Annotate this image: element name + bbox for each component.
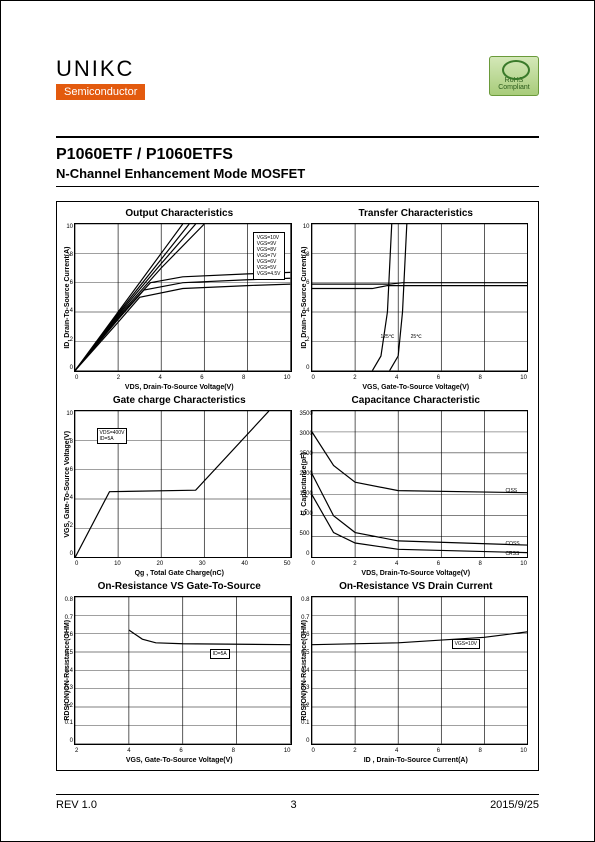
x-axis-label: VGS, Gate-To-Source Voltage(V) bbox=[126, 757, 233, 764]
title-block: P1060ETF / P1060ETFS N-Channel Enhanceme… bbox=[56, 146, 305, 181]
brand-logo: UNIKC Semiconductor bbox=[56, 56, 539, 100]
chart-ron-id: On-Resistance VS Drain CurrentRDS(ON)ON-… bbox=[300, 581, 533, 764]
chart-title: Output Characteristics bbox=[125, 208, 233, 219]
chart-title: Transfer Characteristics bbox=[358, 208, 473, 219]
x-axis-label: VGS, Gate-To-Source Voltage(V) bbox=[362, 384, 469, 391]
plot-area: 02468100246810VGS=10VVGS=9VVGS=8VVGS=7VV… bbox=[74, 223, 292, 372]
chart-transfer: Transfer CharacteristicsID, Drain-To-Sou… bbox=[300, 208, 533, 391]
footer-page: 3 bbox=[290, 799, 296, 811]
footer-rev: REV 1.0 bbox=[56, 799, 97, 811]
annotation: ID=5A bbox=[210, 649, 230, 659]
brand-subtitle: Semiconductor bbox=[56, 84, 145, 100]
footer: REV 1.0 3 2015/9/25 bbox=[56, 794, 539, 811]
rule-top bbox=[56, 136, 539, 138]
annotation: VGS=10V bbox=[452, 639, 480, 649]
footer-date: 2015/9/25 bbox=[490, 799, 539, 811]
x-axis-label: Qg , Total Gate Charge(nC) bbox=[135, 570, 224, 577]
part-description: N-Channel Enhancement Mode MOSFET bbox=[56, 166, 305, 181]
x-axis-label: ID , Drain-To-Source Current(A) bbox=[364, 757, 468, 764]
plot-area: 00.10.20.30.40.50.60.70.8246810ID=5A bbox=[74, 596, 292, 745]
plot-area: 024681001020304050VDS=400V ID=5A bbox=[74, 410, 292, 559]
header: UNIKC Semiconductor RoHS Compliant bbox=[56, 56, 539, 106]
chart-output: Output CharacteristicsID, Drain-To-Sourc… bbox=[63, 208, 296, 391]
rule-under-title bbox=[56, 186, 539, 187]
part-number: P1060ETF / P1060ETFS bbox=[56, 146, 305, 164]
chart-title: On-Resistance VS Drain Current bbox=[339, 581, 492, 592]
plot-area: 00.10.20.30.40.50.60.70.80246810VGS=10V bbox=[311, 596, 529, 745]
brand-name: UNIKC bbox=[56, 56, 539, 82]
chart-ron-vgs: On-Resistance VS Gate-To-SourceRDS(ON)ON… bbox=[63, 581, 296, 764]
chart-title: Capacitance Characteristic bbox=[352, 395, 480, 406]
legend: VGS=10VVGS=9VVGS=8VVGS=7VVGS=6VVGS=5VVGS… bbox=[253, 232, 285, 280]
chart-title: On-Resistance VS Gate-To-Source bbox=[98, 581, 261, 592]
chart-gatecharge: Gate charge CharacteristicsVGS, Gate-To-… bbox=[63, 395, 296, 578]
x-axis-label: VDS, Drain-To-Source Voltage(V) bbox=[125, 384, 234, 391]
chart-capacitance: Capacitance CharacteristicC, Capacitance… bbox=[300, 395, 533, 578]
plot-area: 05001000150020002500300035000246810CISSC… bbox=[311, 410, 529, 559]
chart-title: Gate charge Characteristics bbox=[113, 395, 246, 406]
x-axis-label: VDS, Drain-To-Source Voltage(V) bbox=[361, 570, 470, 577]
annotation: VDS=400V ID=5A bbox=[97, 428, 128, 444]
rohs-badge: RoHS Compliant bbox=[489, 56, 539, 96]
charts-grid: Output CharacteristicsID, Drain-To-Sourc… bbox=[56, 201, 539, 771]
plot-area: 02468100246810125℃25℃ bbox=[311, 223, 529, 372]
